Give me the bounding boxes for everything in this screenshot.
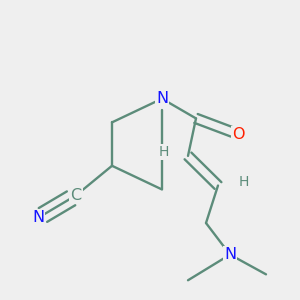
Text: O: O [232,127,244,142]
Text: N: N [224,247,236,262]
Text: N: N [156,91,168,106]
Text: H: H [239,176,249,189]
Text: C: C [70,188,82,203]
Text: N: N [32,210,44,225]
Text: H: H [159,145,169,159]
